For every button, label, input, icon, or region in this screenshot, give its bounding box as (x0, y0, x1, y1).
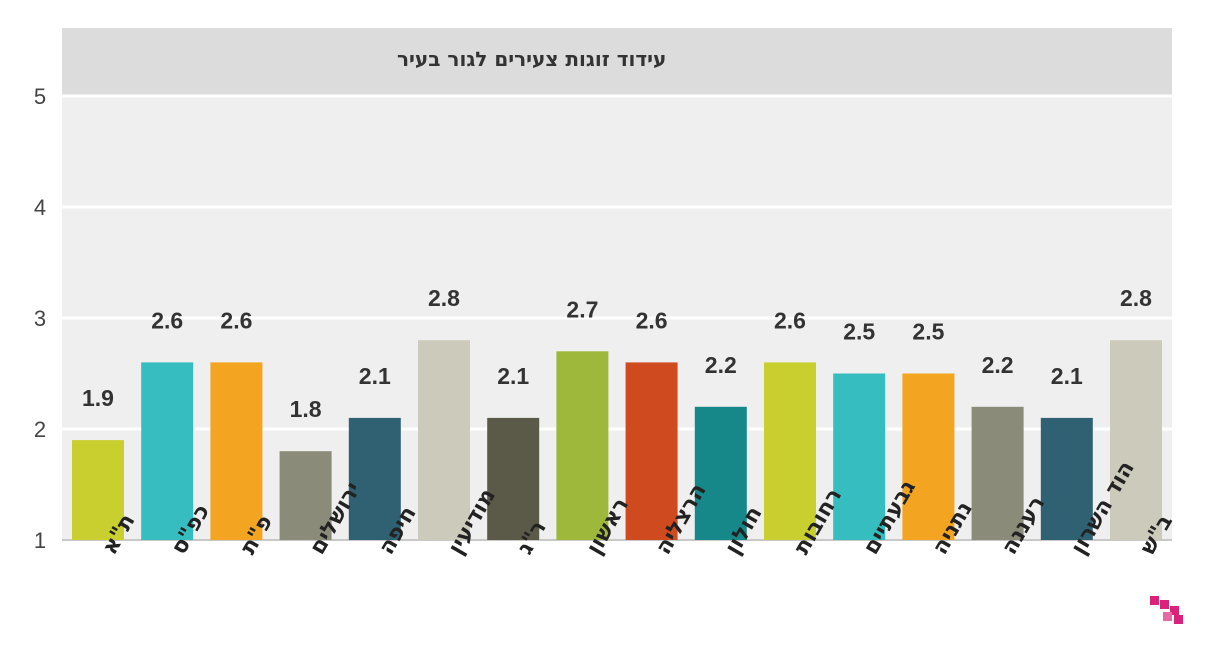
y-tick-label: 1 (34, 528, 46, 553)
value-label: 2.6 (774, 307, 806, 333)
y-axis-ticks: 1 2 3 4 5 (34, 84, 46, 553)
value-label: 2.2 (705, 352, 737, 378)
bar (1040, 417, 1093, 540)
bar (625, 362, 678, 540)
bar (72, 440, 124, 540)
value-label: 1.8 (290, 396, 322, 422)
value-label: 2.2 (982, 352, 1014, 378)
value-label: 2.8 (428, 285, 460, 311)
bar (279, 451, 332, 540)
bar (487, 417, 540, 540)
bar (764, 362, 816, 540)
value-labels: 1.9 2.6 2.6 1.8 2.1 2.8 2.1 2.7 2.6 2.2 2.6 2.5 2.5 2… (82, 285, 1152, 422)
bar (833, 373, 886, 540)
bar (694, 406, 747, 540)
y-tick-label: 5 (34, 84, 46, 109)
value-label: 2.6 (220, 307, 252, 333)
value-label: 2.1 (497, 363, 529, 389)
value-label: 2.8 (1120, 285, 1152, 311)
bars (72, 340, 1162, 540)
value-label: 1.9 (82, 385, 114, 411)
bar (141, 362, 194, 540)
bar (556, 351, 609, 540)
chart-title: עידוד זוגות צעירים לגור בעיר (397, 47, 666, 71)
bar (210, 362, 263, 540)
watermark-logo (1150, 596, 1183, 624)
value-label: 2.1 (1051, 363, 1083, 389)
y-tick-label: 4 (34, 195, 46, 220)
bar (418, 340, 470, 540)
value-label: 2.5 (843, 319, 875, 345)
bar (348, 417, 401, 540)
value-label: 2.5 (912, 319, 944, 345)
title-band (62, 28, 1172, 96)
bar (1110, 340, 1162, 540)
bar (902, 373, 955, 540)
value-label: 2.1 (359, 363, 391, 389)
y-tick-label: 2 (34, 417, 46, 442)
value-label: 2.6 (636, 307, 668, 333)
value-label: 2.6 (151, 307, 183, 333)
value-label: 2.7 (566, 296, 598, 322)
y-tick-label: 3 (34, 306, 46, 331)
bar (971, 406, 1024, 540)
